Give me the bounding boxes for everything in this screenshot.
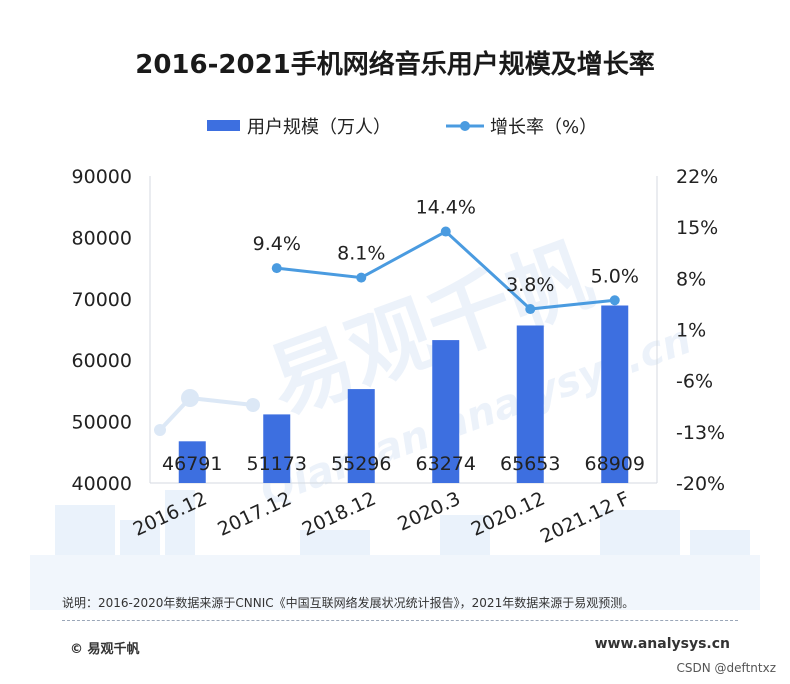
x-tick-label: 2021.12 F	[537, 488, 633, 548]
line-point	[356, 272, 367, 283]
bar-value-label: 55296	[331, 453, 391, 475]
y-left-tick-label: 50000	[72, 412, 132, 434]
bar-value-label: 51173	[247, 453, 307, 475]
legend-bar-label: 用户规模（万人）	[247, 117, 391, 138]
bar-value-label: 65653	[500, 453, 560, 475]
y-right-tick-label: 22%	[676, 166, 718, 188]
line-point	[271, 263, 282, 274]
brand-label: © 易观千帆	[70, 642, 140, 657]
line-value-label: 9.4%	[253, 233, 301, 255]
line-value-label: 3.8%	[506, 274, 554, 296]
y-right-tick-label: -20%	[676, 473, 725, 495]
x-tick-label: 2017.12	[214, 488, 295, 541]
bar	[347, 389, 375, 483]
y-left-tick-label: 70000	[72, 289, 132, 311]
bar	[263, 414, 291, 483]
chart-title: 2016-2021手机网络音乐用户规模及增长率	[135, 50, 655, 80]
y-left-tick-label: 60000	[72, 350, 132, 372]
line-point	[525, 304, 536, 315]
watermark-logo-line	[158, 396, 192, 432]
bar	[516, 325, 544, 483]
line-value-label: 8.1%	[337, 243, 385, 265]
bar	[178, 441, 206, 483]
x-tick-label: 2020.12	[468, 488, 549, 541]
bar-value-label: 46791	[162, 453, 222, 475]
y-right-tick-label: -6%	[676, 371, 713, 393]
source-note: 说明：2016-2020年数据来源于CNNIC《中国互联网络发展状况统计报告》，…	[62, 596, 635, 610]
x-tick-label: 2016.12	[130, 488, 211, 541]
x-tick-label: 2020.3	[394, 488, 464, 536]
y-right-tick-label: -13%	[676, 422, 725, 444]
bar-series: 46791 51173 55296 63274 65653 68909	[162, 305, 645, 483]
website-link[interactable]: www.analysys.cn	[594, 636, 730, 652]
y-left-tick-label: 40000	[72, 473, 132, 495]
watermark-logo-line	[189, 396, 254, 407]
y-right-tick-label: 15%	[676, 217, 718, 239]
bar	[601, 305, 629, 483]
line-series: 9.4% 8.1% 14.4% 3.8% 5.0%	[253, 197, 639, 315]
legend: 用户规模（万人） 增长率（%）	[207, 117, 597, 138]
legend-line-label: 增长率（%）	[490, 117, 597, 138]
legend-line-marker	[460, 121, 470, 131]
line-point	[609, 295, 620, 306]
y-right-tick-label: 8%	[676, 268, 706, 290]
bar-value-label: 68909	[585, 453, 645, 475]
csdn-credit: CSDN @deftntxz	[676, 661, 776, 675]
bar	[432, 340, 460, 483]
line-point	[440, 226, 451, 237]
footer-divider	[62, 620, 738, 621]
y-left-tick-label: 80000	[72, 227, 132, 249]
y-right-tick-label: 1%	[676, 320, 706, 342]
bar-value-label: 63274	[416, 453, 476, 475]
legend-bar-swatch	[207, 120, 240, 131]
line-value-label: 14.4%	[416, 197, 476, 219]
line-value-label: 5.0%	[591, 265, 639, 287]
y-left-tick-label: 90000	[72, 166, 132, 188]
